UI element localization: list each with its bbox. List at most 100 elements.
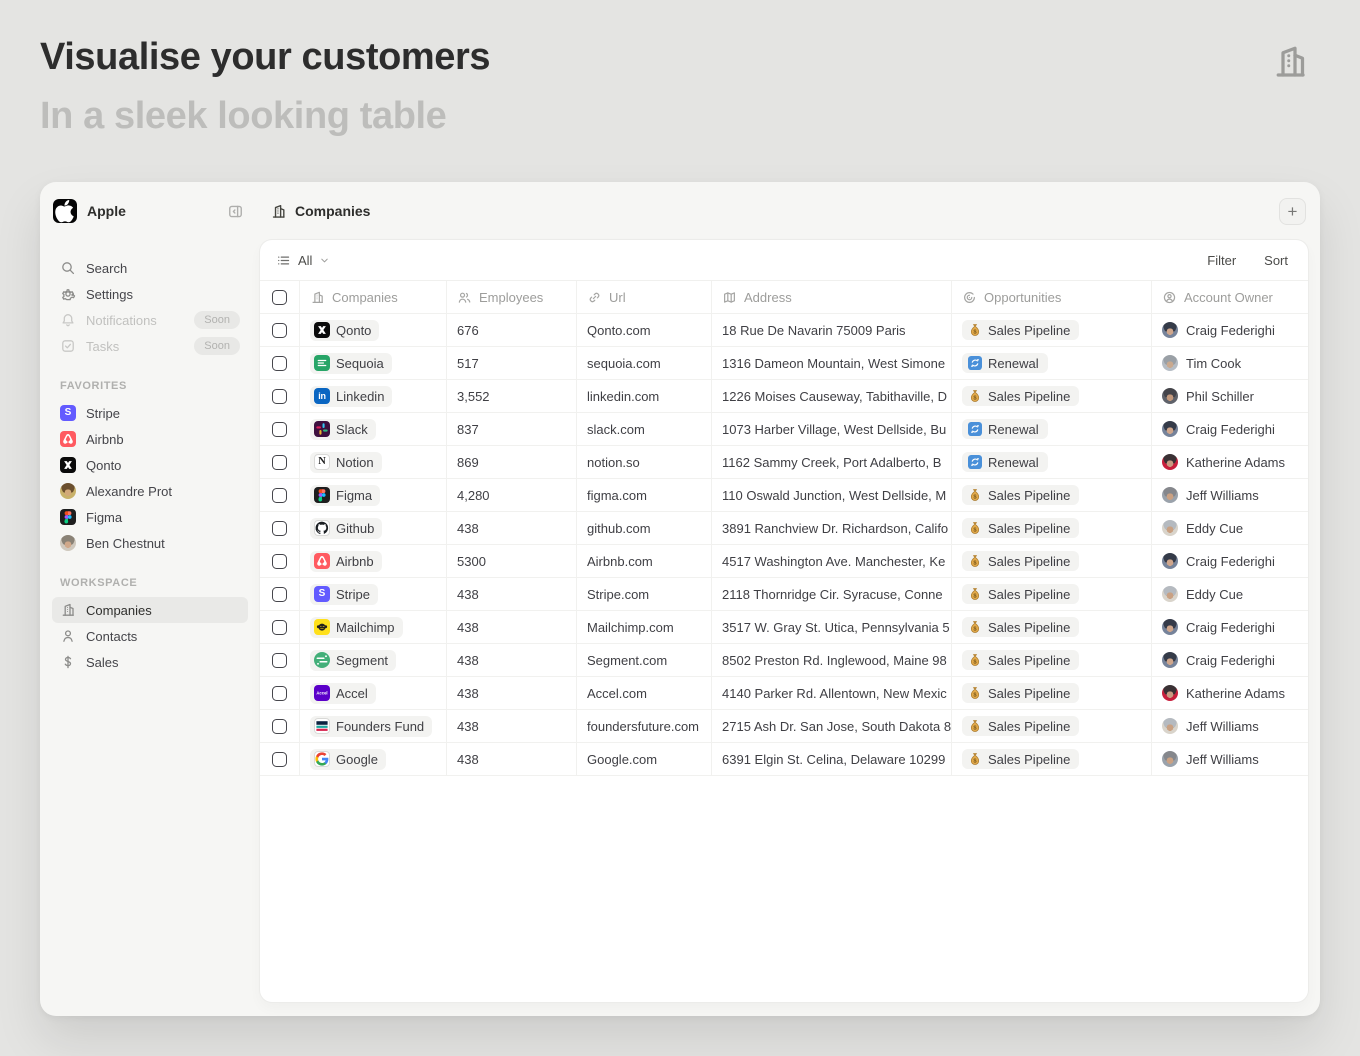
url-cell[interactable]: github.com [577, 512, 712, 545]
row-checkbox[interactable] [272, 652, 287, 668]
workspace-item-companies[interactable]: Companies [52, 597, 248, 623]
opportunity-chip[interactable]: $ Sales Pipeline [962, 650, 1080, 670]
row-checkbox[interactable] [272, 718, 287, 734]
url-cell[interactable]: Airbnb.com [577, 545, 712, 578]
workspace-item-contacts[interactable]: Contacts [52, 623, 248, 649]
url-cell[interactable]: Stripe.com [577, 578, 712, 611]
company-chip[interactable]: Qonto [310, 319, 380, 341]
column-header-address[interactable]: Address [712, 281, 952, 314]
opportunity-chip[interactable]: $ Sales Pipeline [962, 617, 1080, 637]
url-cell[interactable]: linkedin.com [577, 380, 712, 413]
opportunity-cell: $ Sales Pipeline [952, 611, 1152, 644]
moneybag-icon: $ [968, 323, 982, 337]
sidebar-collapse-button[interactable] [227, 203, 244, 220]
company-chip[interactable]: Accel Accel [310, 682, 376, 704]
opportunity-chip[interactable]: $ Sales Pipeline [962, 386, 1080, 406]
view-selector[interactable]: All [276, 253, 330, 268]
app-window: Apple Companies + Search Settings Notifica… [40, 182, 1320, 1016]
owner-name: Craig Federighi [1186, 619, 1275, 635]
row-select-cell [260, 347, 300, 380]
row-checkbox[interactable] [272, 487, 287, 503]
column-header-companies[interactable]: Companies [300, 281, 447, 314]
company-chip[interactable]: Slack [310, 418, 376, 440]
url-cell[interactable]: notion.so [577, 446, 712, 479]
row-checkbox[interactable] [272, 421, 287, 437]
opportunity-chip[interactable]: $ Sales Pipeline [962, 584, 1080, 604]
column-header-url[interactable]: Url [577, 281, 712, 314]
moneybag-icon: $ [968, 488, 982, 502]
workspace-switcher[interactable]: Apple [40, 199, 260, 223]
company-chip[interactable]: Mailchimp [310, 616, 403, 638]
opportunity-chip[interactable]: Renewal [962, 419, 1048, 439]
company-chip[interactable]: Founders Fund [310, 715, 433, 737]
opportunity-chip[interactable]: $ Sales Pipeline [962, 485, 1080, 505]
workspace-item-sales[interactable]: Sales [52, 649, 248, 675]
opportunity-chip[interactable]: $ Sales Pipeline [962, 551, 1080, 571]
favorite-item-qonto[interactable]: Qonto [52, 452, 248, 478]
url-cell[interactable]: sequoia.com [577, 347, 712, 380]
row-checkbox[interactable] [272, 355, 287, 371]
company-chip[interactable]: Airbnb [310, 550, 382, 572]
opportunity-label: Sales Pipeline [988, 751, 1071, 767]
opportunity-chip[interactable]: Renewal [962, 452, 1048, 472]
building-icon [270, 203, 287, 220]
row-checkbox[interactable] [272, 553, 287, 569]
employees-cell: 438 [447, 578, 577, 611]
search-icon [60, 260, 76, 276]
row-checkbox[interactable] [272, 751, 287, 767]
sort-button[interactable]: Sort [1264, 252, 1288, 268]
favorite-item-stripe[interactable]: S Stripe [52, 400, 248, 426]
person-circle-icon [1162, 290, 1177, 305]
column-header-employees[interactable]: Employees [447, 281, 577, 314]
company-chip[interactable]: Figma [310, 484, 381, 506]
sidebar-item-settings[interactable]: Settings [52, 281, 248, 307]
row-checkbox[interactable] [272, 685, 287, 701]
company-name: Figma [336, 487, 373, 503]
renewal-icon [968, 356, 982, 370]
row-select-cell [260, 644, 300, 677]
company-chip[interactable]: Segment [310, 649, 397, 671]
url-cell[interactable]: Google.com [577, 743, 712, 776]
select-all-checkbox[interactable] [272, 289, 287, 305]
url-cell[interactable]: Segment.com [577, 644, 712, 677]
row-checkbox[interactable] [272, 388, 287, 404]
column-header-account-owner[interactable]: Account Owner [1152, 281, 1308, 314]
column-header-opportunities[interactable]: Opportunities [952, 281, 1152, 314]
opportunity-chip[interactable]: $ Sales Pipeline [962, 518, 1080, 538]
favorite-item-alexandre-prot[interactable]: Alexandre Prot [52, 478, 248, 504]
opportunity-chip[interactable]: $ Sales Pipeline [962, 320, 1080, 340]
company-chip[interactable]: Github [310, 517, 383, 539]
favorite-item-airbnb[interactable]: Airbnb [52, 426, 248, 452]
filter-button[interactable]: Filter [1207, 252, 1237, 268]
company-chip[interactable]: Sequoia [310, 352, 392, 374]
company-chip[interactable]: in Linkedin [310, 385, 393, 407]
table-row: Figma 4,280 figma.com 110 Oswald Junction, … [260, 479, 1308, 512]
opportunity-chip[interactable]: $ Sales Pipeline [962, 716, 1080, 736]
url-cell[interactable]: foundersfuture.com [577, 710, 712, 743]
url-cell[interactable]: Accel.com [577, 677, 712, 710]
owner-name: Eddy Cue [1186, 520, 1244, 536]
opportunity-chip[interactable]: Renewal [962, 353, 1048, 373]
opportunity-chip[interactable]: $ Sales Pipeline [962, 683, 1080, 703]
target-icon [962, 290, 977, 305]
company-chip[interactable]: S Stripe [310, 583, 378, 605]
url-cell[interactable]: Qonto.com [577, 314, 712, 347]
company-chip[interactable]: N Notion [310, 451, 382, 473]
row-checkbox[interactable] [272, 520, 287, 536]
add-button[interactable]: + [1279, 197, 1306, 225]
favorite-item-ben-chestnut[interactable]: Ben Chestnut [52, 530, 248, 556]
sidebar-item-search[interactable]: Search [52, 255, 248, 281]
company-chip[interactable]: Google [310, 748, 386, 770]
row-checkbox[interactable] [272, 586, 287, 602]
row-checkbox[interactable] [272, 619, 287, 635]
table-row: Google 438 Google.com 6391 Elgin St. Celina… [260, 743, 1308, 776]
row-checkbox[interactable] [272, 454, 287, 470]
url-cell[interactable]: figma.com [577, 479, 712, 512]
url-cell[interactable]: Mailchimp.com [577, 611, 712, 644]
opportunity-label: Renewal [988, 355, 1039, 371]
favorite-item-figma[interactable]: Figma [52, 504, 248, 530]
opportunity-chip[interactable]: $ Sales Pipeline [962, 749, 1080, 769]
url-cell[interactable]: slack.com [577, 413, 712, 446]
row-checkbox[interactable] [272, 322, 287, 338]
opportunity-label: Renewal [988, 454, 1039, 470]
